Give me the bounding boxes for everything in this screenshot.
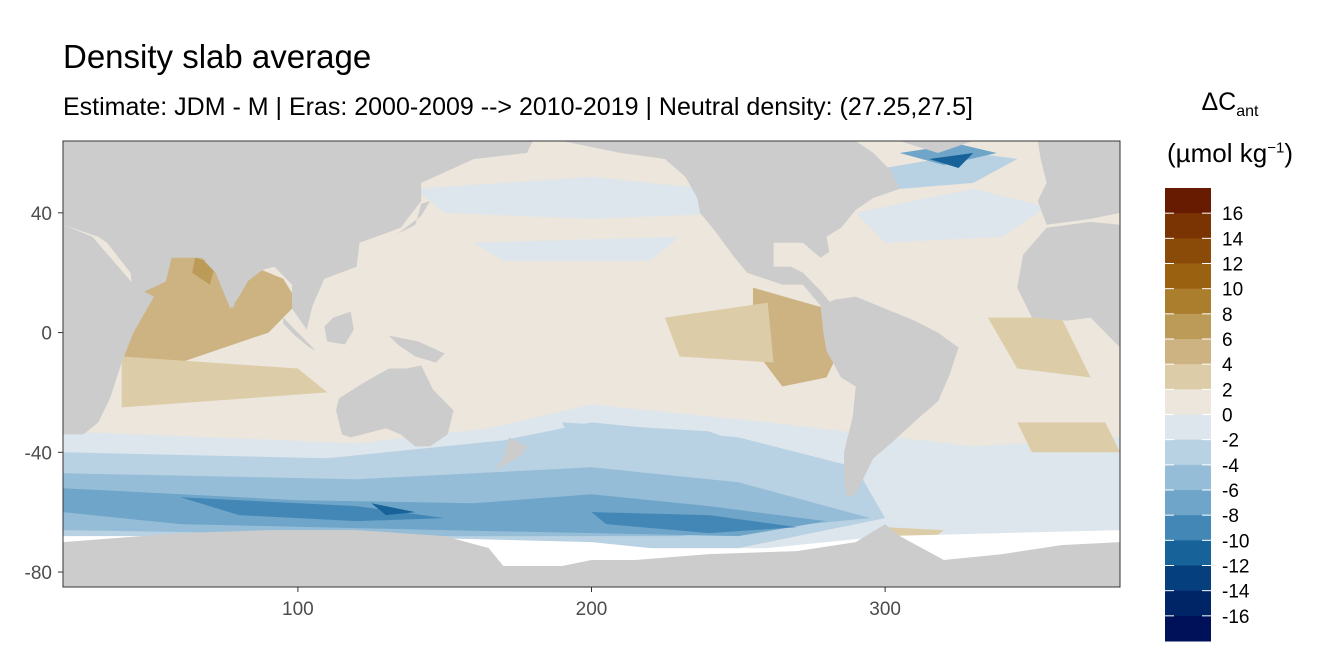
chart-subtitle: Estimate: JDM - M | Eras: 2000-2009 --> … (63, 93, 973, 121)
legend: 16 14 12 10 8 6 4 2 0 -2 -4 -6 -8 -10 -12 -14 -16 (1165, 188, 1250, 642)
legend-swatch (1165, 590, 1211, 617)
legend-label: 4 (1222, 355, 1233, 376)
legend-label: 14 (1222, 229, 1244, 250)
legend-swatch (1165, 313, 1211, 340)
ocean-region-16 (987, 317, 1091, 378)
ocean-region-8 (562, 422, 783, 468)
ocean-region-14 (752, 287, 842, 387)
ocean-region-21 (929, 152, 974, 168)
legend-swatch (1165, 439, 1211, 466)
land-mass-9 (562, 141, 900, 309)
land-mass-10 (899, 141, 974, 153)
legend-label: 0 (1222, 406, 1233, 427)
legend-label: -10 (1222, 531, 1249, 552)
legend-swatch (1165, 515, 1211, 541)
x-tick-label: 200 (576, 599, 608, 620)
legend-swatch (1165, 364, 1211, 390)
legend-swatch (1165, 414, 1211, 441)
ocean-region-7 (371, 503, 416, 516)
land-layer (63, 141, 1120, 587)
land-mass-8 (494, 437, 527, 471)
legend-swatch (1165, 263, 1211, 290)
x-tick-label: 300 (869, 599, 901, 620)
y-tick-label: -40 (25, 443, 52, 464)
map-panel (63, 141, 1120, 587)
y-tick-label: 40 (31, 204, 52, 225)
legend-swatch (1165, 188, 1211, 214)
legend-swatch (1165, 464, 1211, 491)
ocean-region-9 (415, 176, 739, 219)
legend-label: -6 (1222, 481, 1239, 502)
legend-label: 2 (1222, 380, 1233, 401)
y-tick-label: 0 (41, 324, 52, 345)
legend-swatch (1165, 615, 1211, 642)
chart-title: Density slab average (63, 38, 372, 75)
ocean-region-17 (1017, 422, 1120, 453)
legend-label: 6 (1222, 330, 1233, 351)
ocean-region-5 (180, 497, 445, 522)
legend-title: ΔCant (1201, 88, 1259, 120)
ocean-region-20 (899, 143, 997, 165)
legend-swatch (1165, 339, 1211, 365)
ocean-region-15 (664, 302, 774, 363)
ocean-region-13 (121, 356, 328, 408)
land-mass-6 (388, 335, 445, 363)
legend-swatch (1165, 238, 1211, 264)
land-mass-11 (820, 296, 959, 498)
legend-swatch (1165, 490, 1211, 516)
land-mass-2 (385, 200, 431, 240)
land-mass-7 (336, 365, 454, 447)
land-mass-12 (1037, 141, 1120, 225)
land-mass-13 (1017, 221, 1120, 348)
legend-label: 12 (1222, 255, 1243, 276)
legend-label: 16 (1222, 204, 1243, 225)
land-mass-4 (324, 311, 354, 345)
legend-label: -4 (1222, 456, 1239, 477)
legend-label: 10 (1222, 280, 1243, 301)
legend-label: -8 (1222, 506, 1239, 527)
ocean-region-10 (474, 236, 680, 261)
land-mass-5 (283, 317, 316, 351)
y-tick-label: -80 (25, 563, 52, 584)
legend-label: -2 (1222, 431, 1239, 452)
legend-swatch (1165, 288, 1211, 315)
ocean-region-6 (591, 512, 798, 534)
ocean-region-19 (885, 152, 1018, 189)
legend-swatch (1165, 540, 1211, 566)
legend-label: 8 (1222, 305, 1233, 326)
legend-unit: (µmol kg−1) (1167, 138, 1293, 168)
legend-label: -12 (1222, 557, 1249, 578)
legend-label: -16 (1222, 607, 1249, 628)
x-tick-label: 100 (282, 599, 314, 620)
ocean-region-18 (855, 188, 1047, 243)
legend-label: -14 (1222, 582, 1250, 603)
legend-swatch (1165, 389, 1211, 415)
land-mass-1 (63, 141, 533, 330)
land-mass-14 (63, 524, 1120, 587)
land-mass-0 (63, 224, 155, 435)
legend-swatch (1165, 565, 1211, 592)
land-mass-3 (203, 260, 263, 309)
legend-swatch (1165, 213, 1211, 239)
